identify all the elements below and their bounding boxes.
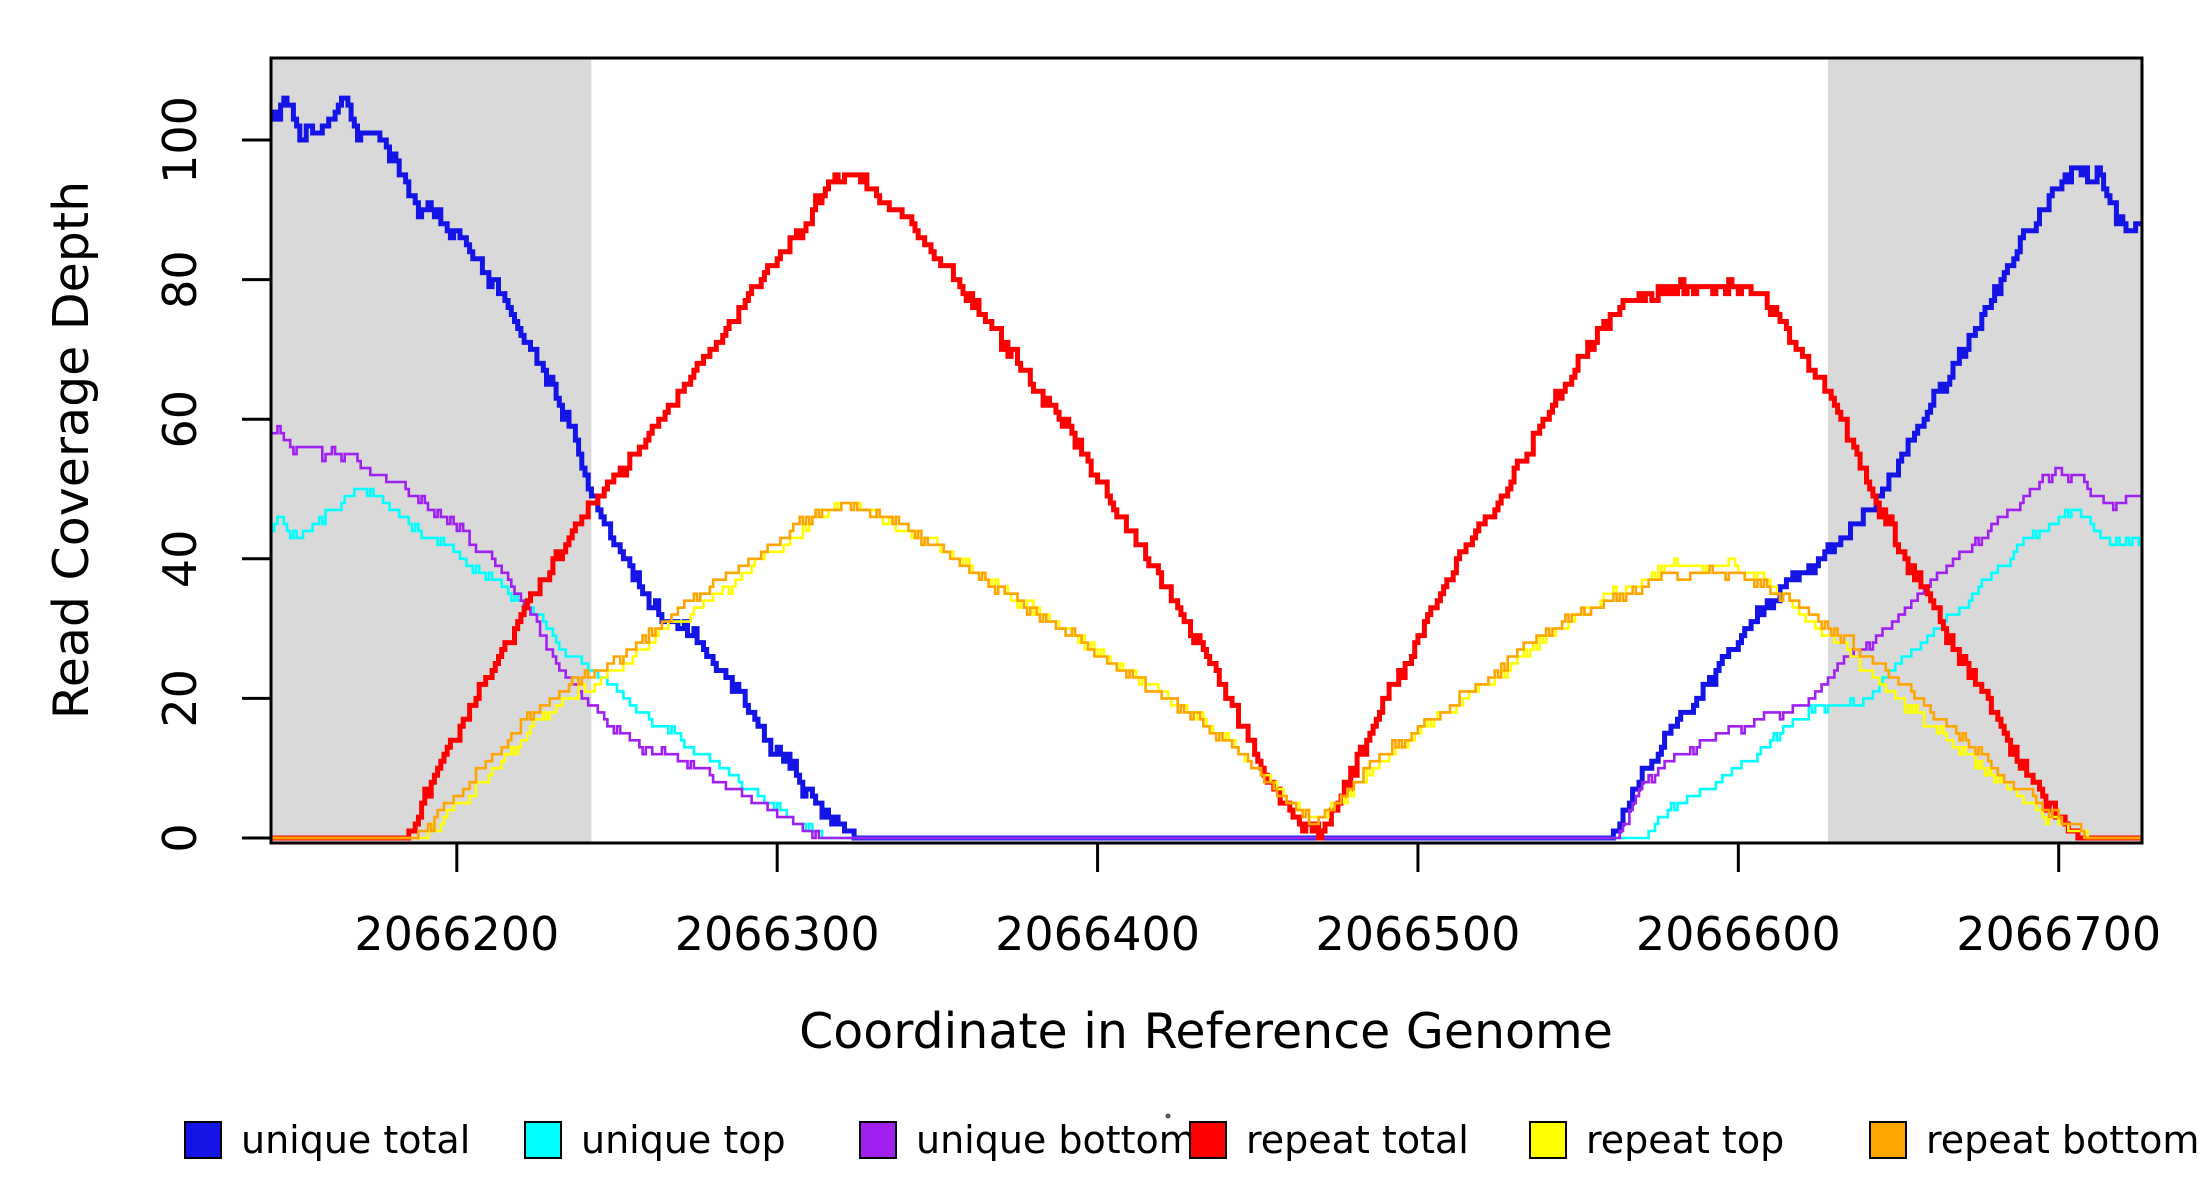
x-tick-label: 2066200 — [354, 907, 559, 961]
stray-mark — [1165, 1113, 1171, 1119]
legend-label: unique top — [581, 1118, 786, 1162]
legend-item-repeat-bottom: repeat bottom — [1869, 1118, 2199, 1162]
x-tick-label: 2066600 — [1636, 907, 1841, 961]
repeat-total-swatch — [1189, 1121, 1227, 1159]
unique-top-swatch — [524, 1121, 562, 1159]
shaded-region-left-repeat-flank — [271, 58, 592, 843]
x-tick-label: 2066700 — [1956, 907, 2161, 961]
unique-bottom-swatch — [859, 1121, 897, 1159]
legend-item-unique-top: unique top — [524, 1118, 786, 1162]
y-tick-label: 100 — [153, 96, 207, 184]
legend-label: unique total — [241, 1118, 470, 1162]
series-lines — [271, 95, 2142, 841]
legend-item-unique-total: unique total — [184, 1118, 470, 1162]
legend-label: repeat bottom — [1926, 1118, 2199, 1162]
x-axis-ticks: 2066200 2066300 2066400 2066500 2066600 20667… — [354, 843, 2161, 961]
y-tick-label: 60 — [153, 390, 207, 449]
unique-total-swatch — [184, 1121, 222, 1159]
legend-item-unique-bottom: unique bottom — [859, 1118, 1196, 1162]
legend: unique total unique top unique bottom re… — [184, 1118, 2199, 1162]
legend-label: repeat top — [1586, 1118, 1784, 1162]
series-repeat-total — [271, 172, 2142, 841]
y-axis-title: Read Coverage Depth — [43, 181, 100, 719]
shaded-regions — [271, 58, 2142, 843]
x-tick-label: 2066400 — [995, 907, 1200, 961]
plot-border — [269, 56, 2144, 845]
legend-label: unique bottom — [916, 1118, 1196, 1162]
x-axis-title: Coordinate in Reference Genome — [799, 1003, 1613, 1060]
legend-label: repeat total — [1246, 1118, 1469, 1162]
shaded-region-right-repeat-flank — [1828, 58, 2142, 843]
y-axis-ticks: 0 20 40 60 80 100 — [153, 96, 271, 853]
series-unique-bottom — [271, 424, 2142, 840]
repeat-top-swatch — [1529, 1121, 1567, 1159]
repeat-bottom-swatch — [1869, 1121, 1907, 1159]
x-tick-label: 2066300 — [675, 907, 880, 961]
legend-item-repeat-top: repeat top — [1529, 1118, 1784, 1162]
legend-item-repeat-total: repeat total — [1189, 1118, 1469, 1162]
y-tick-label: 40 — [153, 530, 207, 589]
y-tick-label: 0 — [153, 823, 207, 852]
series-repeat-bottom — [271, 501, 2142, 840]
y-tick-label: 80 — [153, 250, 207, 309]
x-tick-label: 2066500 — [1316, 907, 1521, 961]
y-tick-label: 20 — [153, 669, 207, 728]
